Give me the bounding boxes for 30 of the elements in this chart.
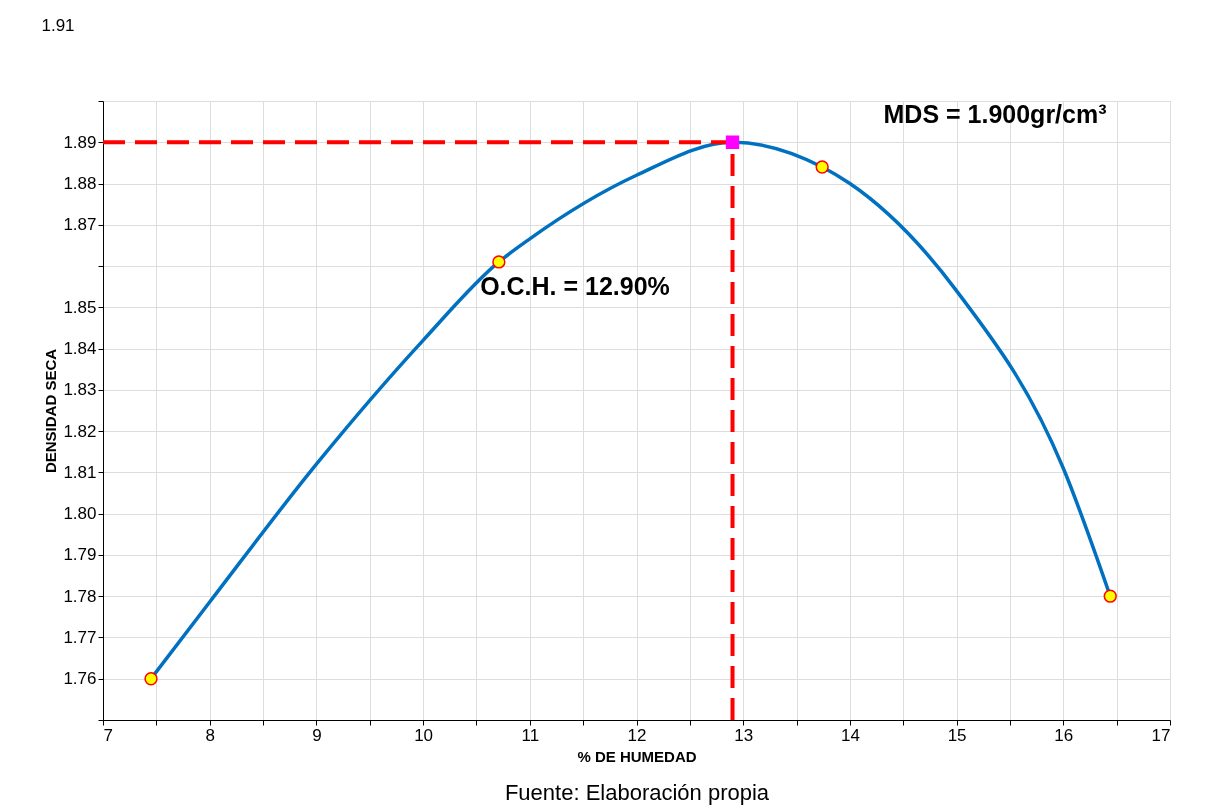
y-tick-label: 1.88 bbox=[63, 174, 97, 194]
text: 1.91 bbox=[41, 16, 75, 35]
x-tick-label: 13 bbox=[734, 725, 754, 745]
annotation: O.C.H. = 12.90% bbox=[480, 272, 670, 300]
y-tick-label: 1.81 bbox=[63, 462, 97, 482]
x-tick-label: 14 bbox=[840, 725, 860, 745]
y-tick-label: 1.78 bbox=[63, 586, 97, 606]
x-tick-label: 8 bbox=[205, 725, 215, 745]
y-tick-label: 1.76 bbox=[63, 669, 97, 689]
y-tick-label: 1.82 bbox=[63, 421, 97, 441]
x-tick-label: 15 bbox=[947, 725, 967, 745]
y-tick-label: 1.87 bbox=[63, 215, 97, 235]
y-tick-label: 1.85 bbox=[63, 297, 97, 317]
x-axis-title: % DE HUMEDAD bbox=[577, 747, 697, 765]
x-tick-label: 12 bbox=[627, 725, 647, 745]
source-note: Fuente: Elaboración propia bbox=[504, 780, 770, 805]
x-tick-label: 11 bbox=[521, 725, 540, 745]
y-tick-label: 1.89 bbox=[63, 132, 97, 152]
x-tick-label: 17 bbox=[1151, 725, 1171, 745]
x-tick-label: 9 bbox=[312, 725, 322, 745]
y-tick-label: 1.77 bbox=[63, 627, 97, 647]
y-tick-label: 1.80 bbox=[63, 504, 97, 524]
y-axis-title: DENSIDAD SECA bbox=[42, 348, 60, 474]
y-tick-label: 1.83 bbox=[63, 380, 97, 400]
y-tick-label: 1.79 bbox=[63, 545, 97, 565]
x-tick-label: 7 bbox=[103, 725, 113, 745]
x-tick-label: 10 bbox=[414, 725, 434, 745]
y-tick-label: 1.84 bbox=[63, 339, 97, 359]
annotation: MDS = 1.900gr/cm³ bbox=[883, 100, 1107, 128]
x-tick-label: 16 bbox=[1054, 725, 1074, 745]
